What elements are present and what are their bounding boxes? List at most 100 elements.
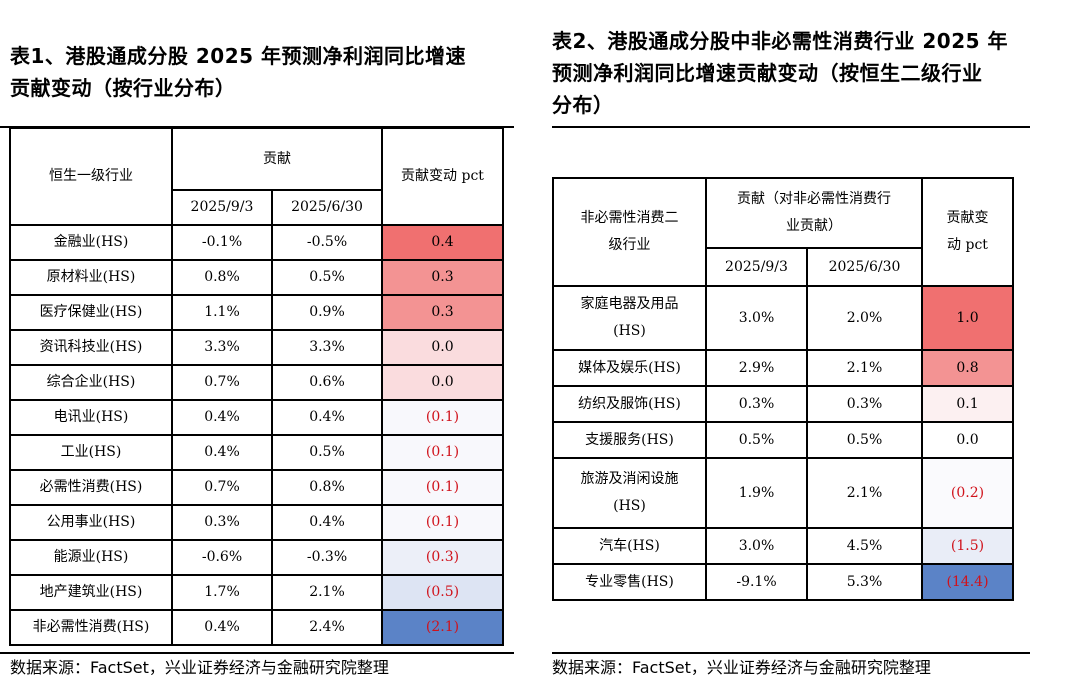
contribution-change: 0.0: [381, 364, 504, 401]
contribution-change: 0.4: [381, 224, 504, 261]
industry-name: 必需性消费(HS): [9, 469, 173, 506]
contribution-change: (0.1): [381, 399, 504, 436]
table2-header-contribution-line1: 贡献（对非必需性消费行: [737, 191, 891, 207]
contribution-2025-6-30: -0.3%: [271, 539, 383, 576]
industry-name-line2: (HS): [613, 323, 646, 339]
contribution-change: (0.1): [381, 434, 504, 471]
table2-header-industry-line2: 级行业: [608, 237, 651, 253]
table1-header-date-2: 2025/6/30: [271, 189, 383, 226]
contribution-2025-9-3: 3.0%: [705, 285, 808, 351]
contribution-2025-9-3: 0.3%: [171, 504, 273, 541]
table2-title-line2: 预测净利润同比增速贡献变动（按恒生二级行业: [552, 61, 983, 85]
industry-name: 家庭电器及用品 (HS): [552, 285, 707, 351]
table2-row: 专业零售(HS) -9.1% 5.3% (14.4): [552, 563, 1014, 601]
table1-row: 资讯科技业(HS) 3.3% 3.3% 0.0: [9, 329, 504, 366]
industry-name: 地产建筑业(HS): [9, 574, 173, 611]
contribution-2025-6-30: 0.5%: [271, 259, 383, 296]
contribution-change: (0.1): [381, 504, 504, 541]
table1-row: 非必需性消费(HS) 0.4% 2.4% (2.1): [9, 609, 504, 646]
contribution-2025-9-3: 0.4%: [171, 399, 273, 436]
table1-row: 必需性消费(HS) 0.7% 0.8% (0.1): [9, 469, 504, 506]
table1-header-change: 贡献变动 pct: [381, 127, 504, 226]
table1-title-line2: 贡献变动（按行业分布）: [10, 76, 236, 100]
table2-row: 纺织及服饰(HS) 0.3% 0.3% 0.1: [552, 385, 1014, 423]
table1-row: 综合企业(HS) 0.7% 0.6% 0.0: [9, 364, 504, 401]
contribution-2025-6-30: -0.5%: [271, 224, 383, 261]
table2-row: 家庭电器及用品 (HS) 3.0% 2.0% 1.0: [552, 285, 1014, 351]
table2-header-change: 贡献变 动 pct: [921, 177, 1014, 287]
table2-title-line1: 表2、港股通成分股中非必需性消费行业 2025 年: [552, 29, 1009, 53]
industry-name: 旅游及消闲设施 (HS): [552, 457, 707, 529]
contribution-2025-9-3: -9.1%: [705, 563, 808, 601]
contribution-2025-9-3: 3.0%: [705, 527, 808, 565]
contribution-2025-6-30: 0.5%: [806, 421, 923, 459]
industry-name-line2: (HS): [613, 498, 646, 514]
contribution-2025-9-3: 0.5%: [705, 421, 808, 459]
table1-row: 能源业(HS) -0.6% -0.3% (0.3): [9, 539, 504, 576]
industry-name: 资讯科技业(HS): [9, 329, 173, 366]
table1-header-contribution: 贡献: [171, 127, 383, 191]
contribution-change: 0.0: [381, 329, 504, 366]
contribution-2025-9-3: 0.7%: [171, 469, 273, 506]
contribution-change: (0.2): [921, 457, 1014, 529]
industry-name: 综合企业(HS): [9, 364, 173, 401]
industry-name-line1: 支援服务(HS): [585, 431, 674, 448]
contribution-2025-6-30: 5.3%: [806, 563, 923, 601]
contribution-2025-6-30: 0.9%: [271, 294, 383, 331]
contribution-change: 0.8: [921, 349, 1014, 387]
table1: 恒生一级行业 贡献 贡献变动 pct 2025/9/3 2025/6/30 金融…: [9, 127, 504, 646]
industry-name: 电讯业(HS): [9, 399, 173, 436]
table1-row: 电讯业(HS) 0.4% 0.4% (0.1): [9, 399, 504, 436]
table1-rule-top: [0, 126, 514, 128]
table2-header-contribution-line2: 业贡献）: [786, 218, 842, 234]
table1-header-date-1: 2025/9/3: [171, 189, 273, 226]
contribution-2025-9-3: 0.4%: [171, 434, 273, 471]
table2-header-date-1: 2025/9/3: [705, 247, 808, 287]
contribution-2025-9-3: 0.8%: [171, 259, 273, 296]
contribution-change: 0.1: [921, 385, 1014, 423]
industry-name-line1: 纺织及服饰(HS): [578, 395, 681, 412]
industry-name: 非必需性消费(HS): [9, 609, 173, 646]
contribution-change: 0.3: [381, 259, 504, 296]
table2: 非必需性消费二 级行业 贡献（对非必需性消费行 业贡献） 贡献变 动 pct 2…: [552, 177, 1014, 601]
table1-row: 公用事业(HS) 0.3% 0.4% (0.1): [9, 504, 504, 541]
industry-name: 支援服务(HS): [552, 421, 707, 459]
contribution-2025-6-30: 0.8%: [271, 469, 383, 506]
table2-source: 数据来源：FactSet，兴业证券经济与金融研究院整理: [552, 658, 931, 677]
contribution-change: (0.5): [381, 574, 504, 611]
table1-row: 工业(HS) 0.4% 0.5% (0.1): [9, 434, 504, 471]
table1-row: 地产建筑业(HS) 1.7% 2.1% (0.5): [9, 574, 504, 611]
contribution-2025-9-3: 1.1%: [171, 294, 273, 331]
contribution-2025-6-30: 0.4%: [271, 504, 383, 541]
industry-name: 媒体及娱乐(HS): [552, 349, 707, 387]
table2-title: 表2、港股通成分股中非必需性消费行业 2025 年 预测净利润同比增速贡献变动（…: [552, 25, 1057, 121]
table2-row: 支援服务(HS) 0.5% 0.5% 0.0: [552, 421, 1014, 459]
table1-header-industry: 恒生一级行业: [9, 127, 173, 226]
industry-name-line1: 汽车(HS): [599, 537, 660, 554]
table1-row: 医疗保健业(HS) 1.1% 0.9% 0.3: [9, 294, 504, 331]
contribution-change: (2.1): [381, 609, 504, 646]
industry-name: 金融业(HS): [9, 224, 173, 261]
contribution-2025-9-3: -0.6%: [171, 539, 273, 576]
contribution-2025-6-30: 2.4%: [271, 609, 383, 646]
contribution-change: (1.5): [921, 527, 1014, 565]
table2-row: 媒体及娱乐(HS) 2.9% 2.1% 0.8: [552, 349, 1014, 387]
contribution-change: (14.4): [921, 563, 1014, 601]
industry-name: 公用事业(HS): [9, 504, 173, 541]
industry-name: 工业(HS): [9, 434, 173, 471]
contribution-2025-6-30: 2.1%: [271, 574, 383, 611]
contribution-2025-9-3: 2.9%: [705, 349, 808, 387]
table1-title-line1: 表1、港股通成分股 2025 年预测净利润同比增速: [10, 44, 467, 68]
industry-name-line1: 家庭电器及用品: [580, 296, 679, 312]
table1-rule-bottom: [0, 652, 514, 654]
contribution-2025-9-3: -0.1%: [171, 224, 273, 261]
industry-name: 汽车(HS): [552, 527, 707, 565]
industry-name: 能源业(HS): [9, 539, 173, 576]
table2-rule-top: [552, 126, 1030, 128]
table1-title: 表1、港股通成分股 2025 年预测净利润同比增速 贡献变动（按行业分布）: [10, 40, 515, 104]
contribution-2025-6-30: 0.5%: [271, 434, 383, 471]
table2-header-date-2: 2025/6/30: [806, 247, 923, 287]
table1-source: 数据来源：FactSet，兴业证券经济与金融研究院整理: [10, 658, 389, 677]
contribution-change: 0.0: [921, 421, 1014, 459]
contribution-2025-9-3: 1.7%: [171, 574, 273, 611]
